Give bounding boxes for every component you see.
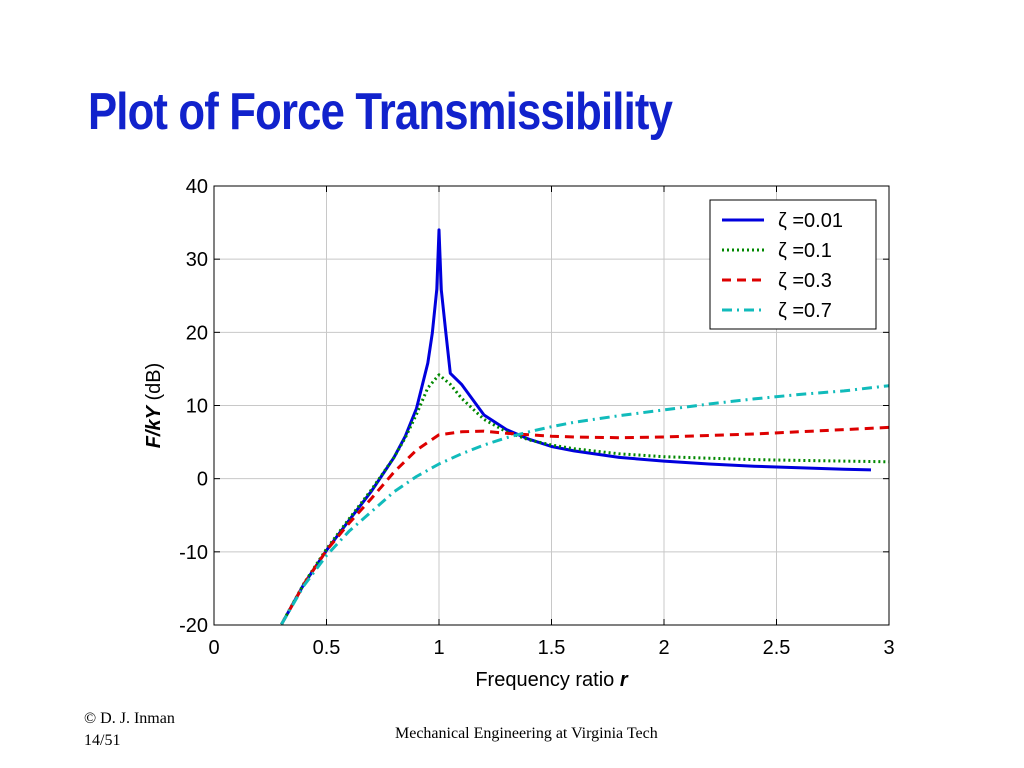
x-tick-label: 2.5 [763,637,791,659]
y-tick-label: -20 [179,615,208,637]
slide-title: Plot of Force Transmissibility [88,83,673,141]
y-tick-label: 10 [186,396,208,418]
footer-left: © D. J. Inman 14/51 [84,708,175,752]
y-tick-label: 20 [186,322,208,344]
tick-labels: 0 0.5 1 1.5 2 2.5 3 -20 -10 0 10 20 30 40 [179,176,894,659]
y-tick-label: 30 [186,249,208,271]
footer-text: Mechanical Engineering at Virginia Tech [395,725,658,742]
legend-label: ζ =0.3 [778,270,832,292]
x-tick-label: 2 [658,637,669,659]
y-axis-label-variable: F/kY [143,404,165,448]
x-axis-label: Frequency ratio r [475,669,629,691]
series-line-zeta-0.3 [280,425,890,626]
series-line-zeta-0.7 [280,384,890,626]
legend-label: ζ =0.1 [778,240,832,262]
copyright-text: © D. J. Inman [84,710,175,727]
x-tick-label: 0.5 [313,637,341,659]
x-tick-label: 1 [433,637,444,659]
series-layer [280,228,890,626]
legend-label: ζ =0.01 [778,210,843,232]
y-tick-label: 40 [186,176,208,198]
x-tick-label: 0 [208,637,219,659]
y-tick-label: -10 [179,542,208,564]
y-tick-label: 0 [197,469,208,491]
x-tick-label: 1.5 [538,637,566,659]
x-tick-label: 3 [883,637,894,659]
y-axis-label: F/kY (dB) [143,363,165,449]
x-axis-label-text: Frequency ratio [475,669,620,691]
y-axis-label-unit: (dB) [143,363,165,406]
legend: ζ =0.01 ζ =0.1 ζ =0.3 ζ =0.7 [709,199,877,330]
page-number: 14/51 [84,732,121,749]
x-axis-label-variable: r [620,669,629,691]
series-line-zeta-0.1 [280,373,890,626]
legend-label: ζ =0.7 [778,300,832,322]
tick-marks [213,185,890,626]
